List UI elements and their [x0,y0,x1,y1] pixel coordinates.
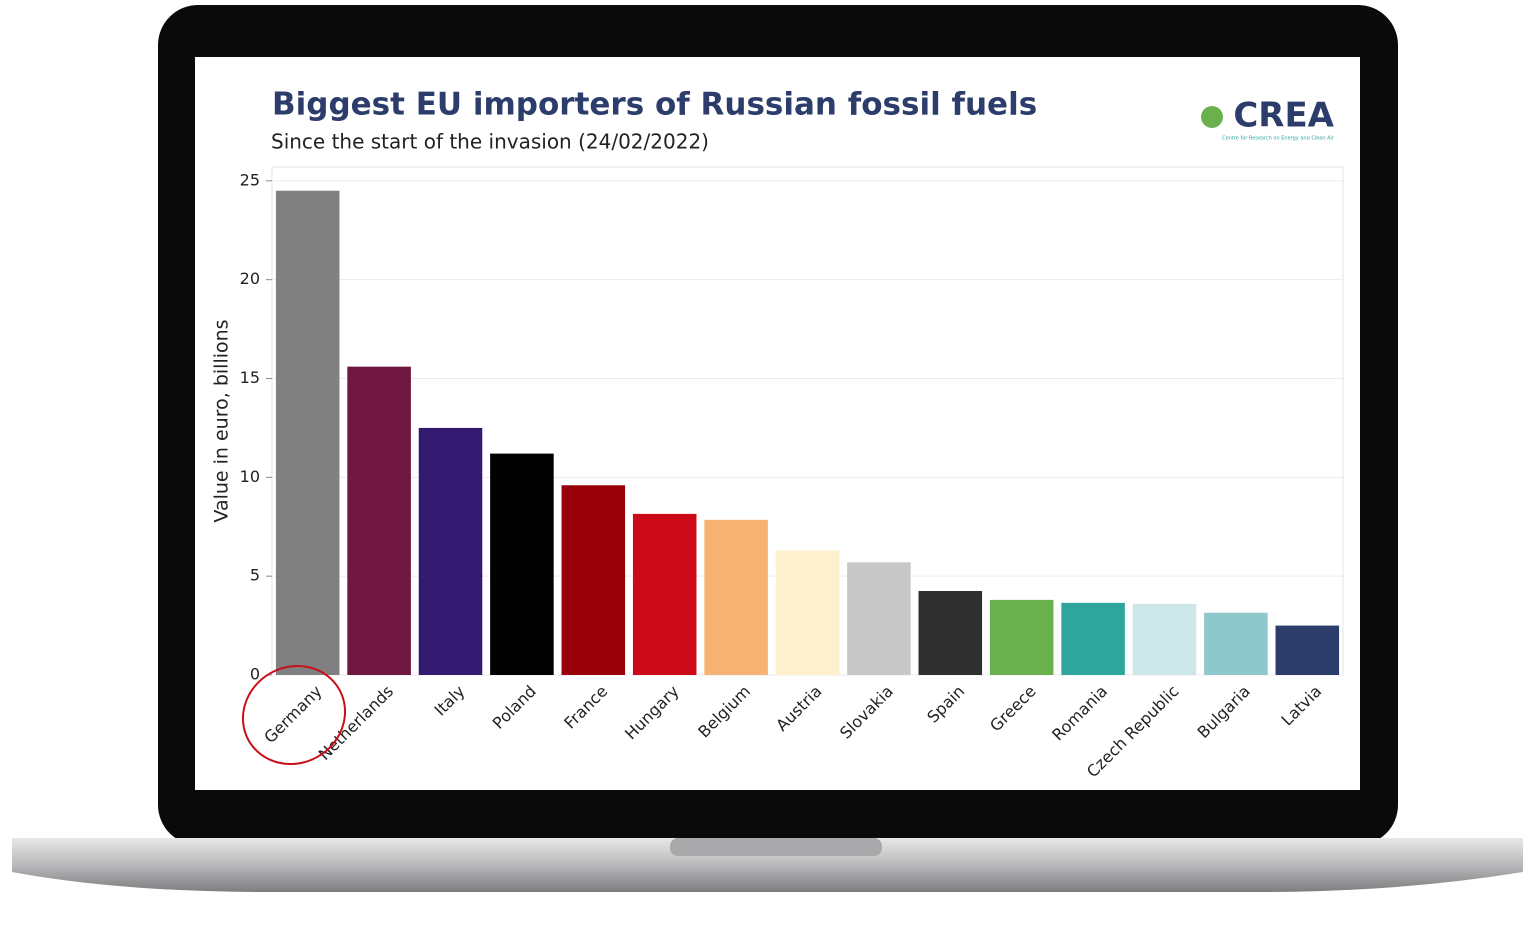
y-axis-label: Value in euro, billions [211,319,233,522]
chart-title: Biggest EU importers of Russian fossil f… [272,87,1037,123]
bar [418,427,483,675]
bar [1204,612,1268,675]
y-tick-label: 25 [240,170,260,189]
y-tick-label: 5 [250,566,260,585]
bar [490,453,554,675]
bar [275,190,340,675]
notch [670,838,882,856]
bar [847,562,911,675]
chart-subtitle: Since the start of the invasion (24/02/2… [271,130,709,154]
y-tick-label: 10 [240,467,260,486]
bar [704,519,768,675]
bar [918,590,983,675]
logo: CREA [1233,96,1334,136]
bar [1275,625,1340,675]
y-tick-label: 0 [250,665,260,684]
logo-subtitle: Centre for Research on Energy and Clean … [1222,136,1335,142]
bar [1061,602,1125,675]
bar [1132,603,1197,675]
highlight-circle [241,664,347,766]
bar [347,366,411,675]
logo-icon [1201,106,1223,128]
bar [775,550,840,675]
y-tick-label: 20 [240,269,260,288]
y-tick-label: 15 [240,368,260,387]
bar [989,599,1054,675]
bar [561,485,626,675]
laptop-base [12,838,1523,892]
bar [632,513,697,675]
